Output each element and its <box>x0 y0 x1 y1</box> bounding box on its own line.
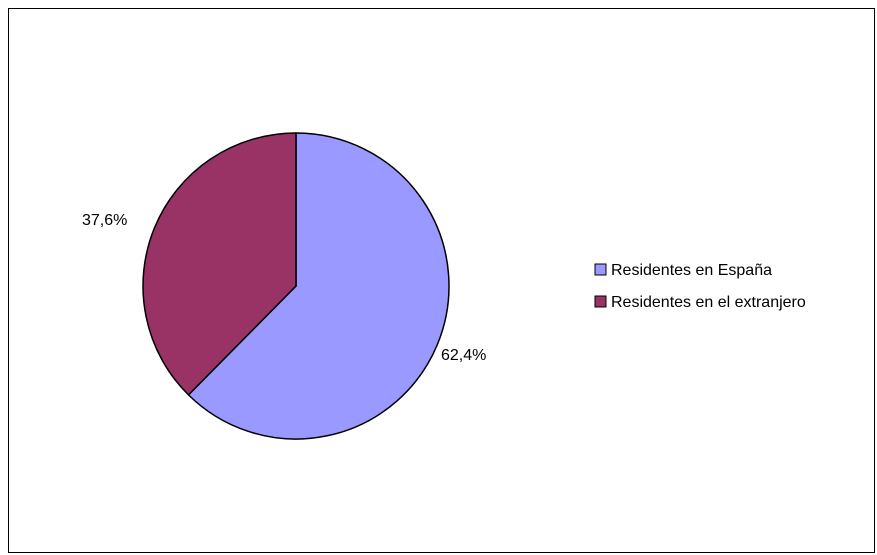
legend: Residentes en España Residentes en el ext… <box>594 262 806 311</box>
pie-slice-1 <box>187 132 450 440</box>
pie-slice-2 <box>142 132 297 396</box>
data-label-1: 62,4% <box>441 347 486 364</box>
data-label-2: 37,6% <box>82 212 127 229</box>
legend-swatch-1 <box>594 263 607 276</box>
legend-swatch-2 <box>594 295 607 308</box>
pie-slices <box>142 132 450 440</box>
legend-label-2: Residentes en el extranjero <box>611 294 806 311</box>
legend-label-1: Residentes en España <box>611 262 772 279</box>
pie-data-labels: 62,4% 37,6% <box>82 212 486 364</box>
